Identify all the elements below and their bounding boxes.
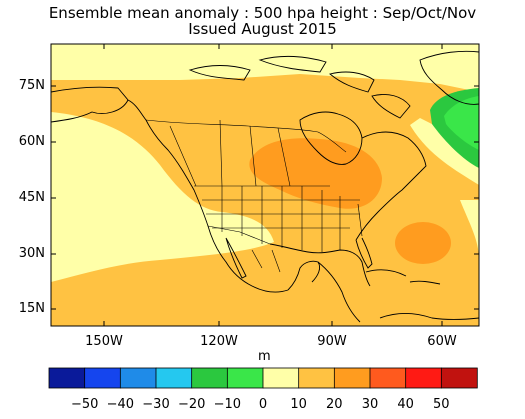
- colorbar-tick-label: 40: [397, 397, 414, 412]
- colorbar-tick-label: −20: [177, 397, 206, 412]
- colorbar-tick-label: 20: [326, 397, 343, 412]
- lat-label: 75N: [18, 78, 45, 93]
- colorbar-tick-label: −40: [106, 397, 135, 412]
- colorbar-tick-label: −30: [142, 397, 170, 412]
- colorbar-tick-label: 10: [290, 397, 307, 412]
- colorbar-cell: [226, 367, 264, 389]
- anomaly-region-20-30-canada: [249, 138, 382, 209]
- anomaly-region-0-10-labrador: [410, 118, 479, 185]
- map-subtitle: Issued August 2015: [188, 20, 337, 38]
- axis-ticks: [51, 44, 479, 326]
- colorbar-cell: [369, 367, 407, 389]
- map-title: Ensemble mean anomaly : 500 hpa height :…: [48, 4, 477, 22]
- colorbar-tick-label: 50: [433, 397, 450, 412]
- lon-label: 90W: [317, 334, 347, 349]
- colorbar-cell: [298, 367, 336, 389]
- political-borders: [145, 119, 363, 273]
- colorbar-cell: [405, 367, 443, 389]
- lat-label: 45N: [18, 190, 45, 205]
- lat-label: 60N: [18, 134, 45, 149]
- colorbar-cell: [440, 367, 478, 389]
- lat-label: 15N: [18, 301, 45, 316]
- lon-label: 150W: [85, 334, 123, 349]
- plot-frame: [50, 43, 480, 327]
- colorbar-cell: [119, 367, 157, 389]
- colorbar-tick-label: 0: [258, 397, 268, 412]
- anomaly-field: [51, 44, 479, 326]
- lon-label: 120W: [200, 334, 238, 349]
- colorbar-cell: [48, 367, 86, 389]
- coastlines: [51, 50, 479, 323]
- anomaly-region-0-10-pacific: [51, 112, 274, 282]
- colorbar-tick-label: 30: [361, 397, 379, 412]
- anomaly-region-20-30-atlantic: [395, 222, 451, 264]
- anomaly-region-neg-greenland-inner: [444, 96, 479, 150]
- colorbar-cell: [191, 367, 229, 389]
- colorbar-cell: [262, 367, 300, 389]
- colorbar-tick-label: −50: [70, 397, 99, 412]
- lon-label: 60W: [427, 334, 457, 349]
- anomaly-region-0-10-atlantic: [460, 200, 479, 260]
- colorbar-cell: [84, 367, 122, 389]
- colorbar-tick-label: −10: [213, 397, 242, 412]
- anomaly-region-0-10-north: [51, 44, 479, 92]
- lat-label: 30N: [18, 246, 45, 261]
- unit-label: m: [258, 349, 271, 364]
- colorbar-cell: [155, 367, 193, 389]
- colorbar-cell: [333, 367, 371, 389]
